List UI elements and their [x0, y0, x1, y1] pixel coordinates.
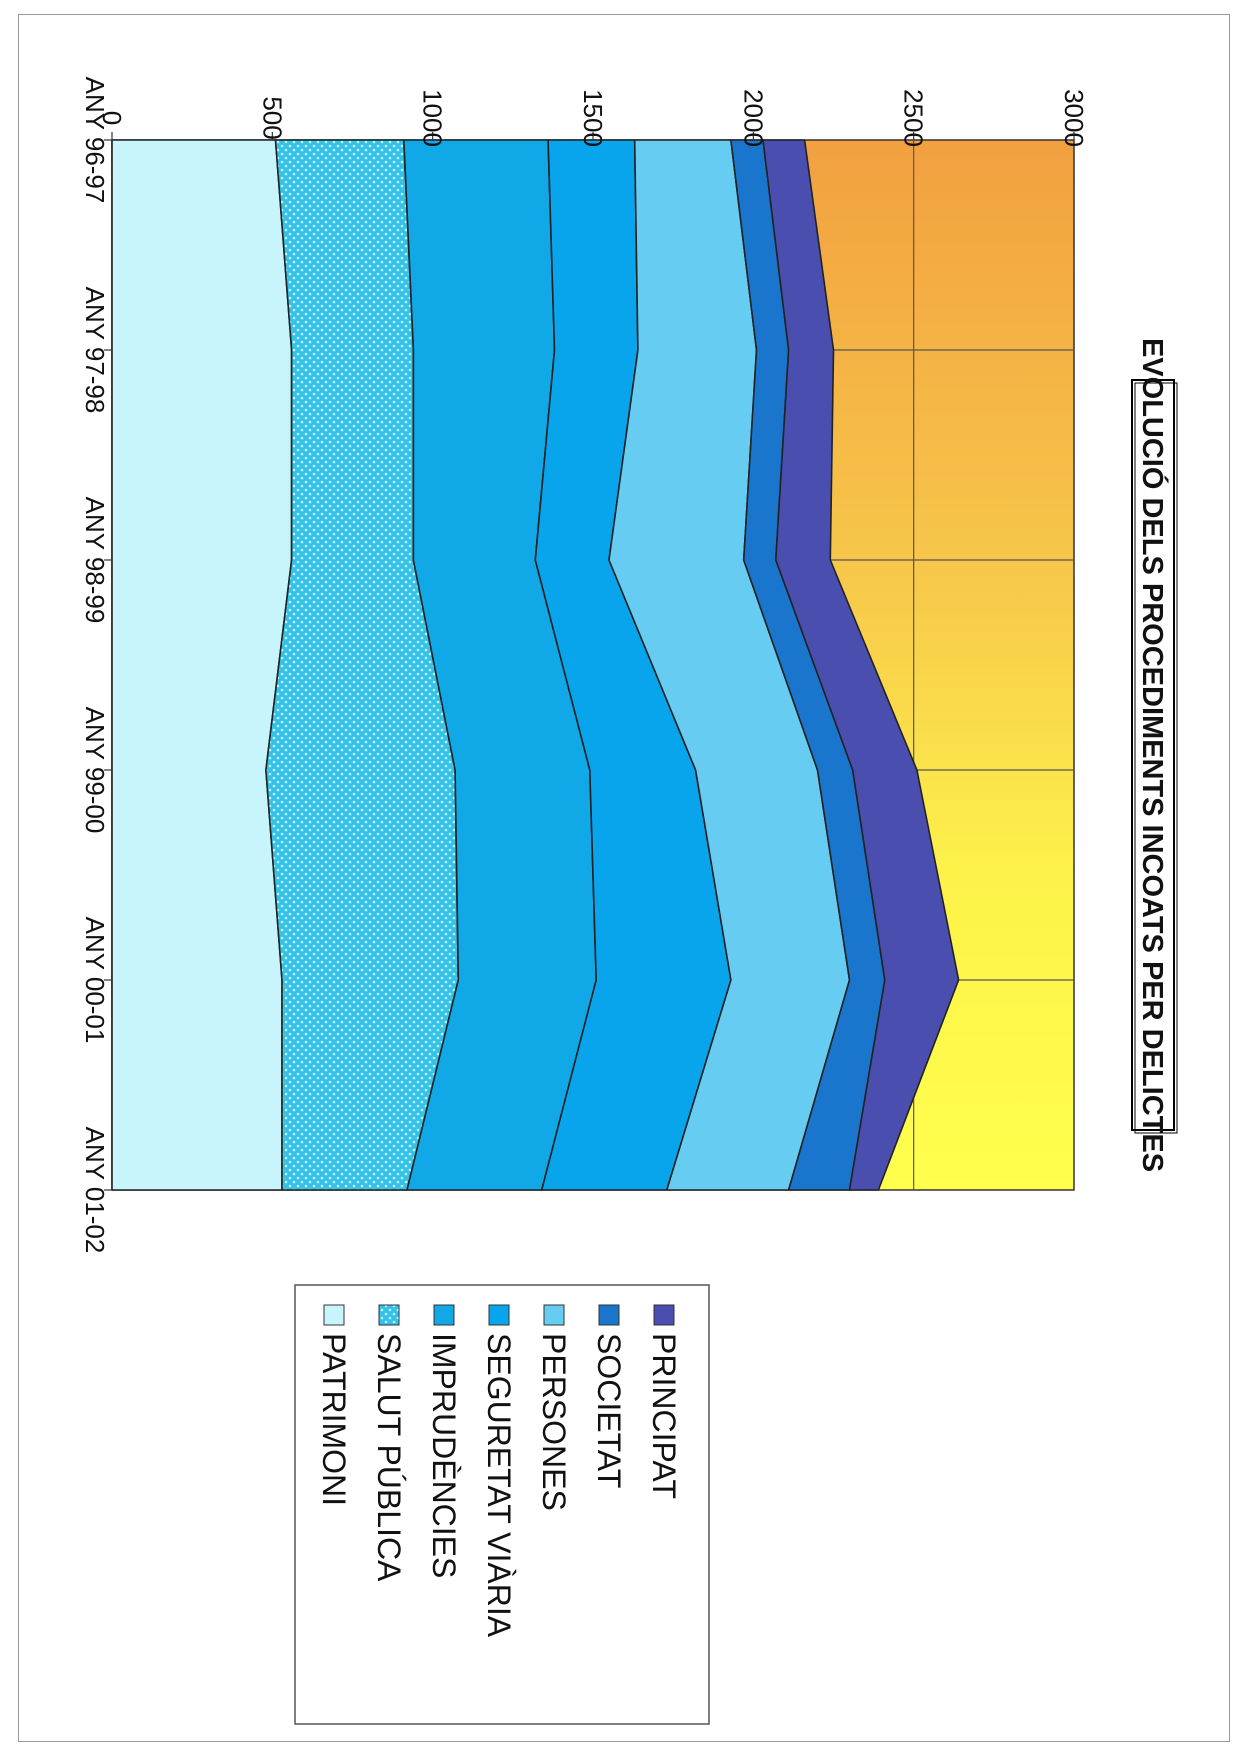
value-tick-label: 500 [257, 96, 287, 139]
legend-swatch-salut-publica [378, 1304, 400, 1326]
category-tick-label: ANY 97-98 [80, 287, 110, 414]
value-tick-label: 3000 [1059, 89, 1089, 147]
legend-swatch-persones [543, 1304, 565, 1326]
page-frame [18, 14, 1230, 1742]
area-patrimoni [111, 139, 293, 1191]
value-tick-label: 1500 [578, 89, 608, 147]
legend-swatch-principat [653, 1304, 675, 1326]
legend-swatch-imprudencies [433, 1304, 455, 1326]
legend-label-imprudencies: IMPRUDÈNCIES [426, 1333, 462, 1578]
legend-box [294, 1284, 710, 1725]
legend: PRINCIPAT SOCIETAT PERSONES SEGURETAT VIÀRI… [294, 1284, 710, 1725]
category-tick-label: ANY 99-00 [80, 707, 110, 834]
value-tick-label: 0 [97, 111, 127, 125]
legend-swatch-seguretat-viaria [488, 1304, 510, 1326]
legend-label-patrimoni: PATRIMONI [316, 1333, 352, 1506]
legend-label-societat: SOCIETAT [591, 1333, 627, 1488]
value-tick-label: 2500 [899, 89, 929, 147]
value-axis-ticks: 0 500 1000 1500 2000 2500 3000 [97, 89, 1089, 147]
stacked-areas [111, 139, 960, 1191]
chart-title-box: EVOLUCIÓ DELS PROCEDIMENTS INCOATS PER D… [1131, 338, 1178, 1172]
legend-swatch-patrimoni [323, 1304, 345, 1326]
value-tick-label: 2000 [738, 89, 768, 147]
category-axis-ticks: ANY 96-97 ANY 97-98 ANY 98-99 ANY 99-00 ANY … [80, 77, 112, 1254]
value-tick-label: 1000 [418, 89, 448, 147]
legend-label-persones: PERSONES [536, 1333, 572, 1511]
category-tick-label: ANY 01-02 [80, 1127, 110, 1254]
legend-label-salut-publica: SALUT PÚBLICA [371, 1333, 407, 1582]
legend-swatch-societat [598, 1304, 620, 1326]
legend-label-seguretat-viaria: SEGURETAT VIÀRIA [481, 1333, 517, 1638]
category-tick-label: ANY 96-97 [80, 77, 110, 204]
category-tick-label: ANY 98-99 [80, 497, 110, 624]
category-tick-label: ANY 00-01 [80, 917, 110, 1044]
legend-label-principat: PRINCIPAT [646, 1333, 682, 1499]
area-principat [762, 139, 960, 1191]
chart-title: EVOLUCIÓ DELS PROCEDIMENTS INCOATS PER D… [1136, 338, 1170, 1172]
